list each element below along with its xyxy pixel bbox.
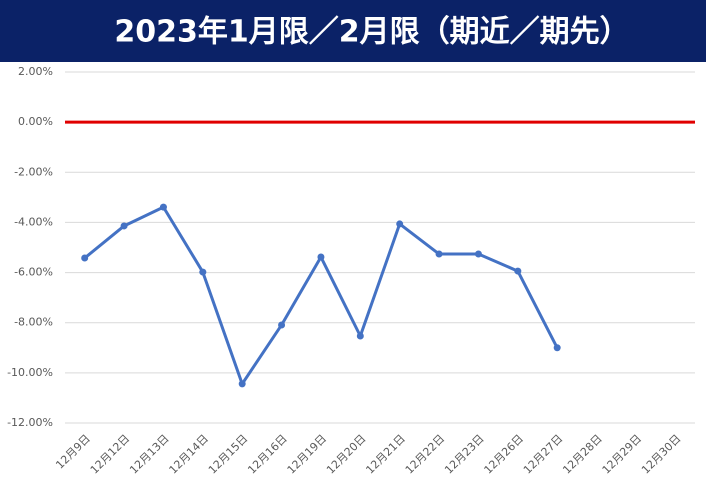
x-tick-label: 12月22日 (403, 432, 448, 477)
y-tick-label: -4.00% (14, 215, 53, 228)
y-tick-label: 0.00% (18, 115, 53, 128)
y-tick-label: -8.00% (14, 316, 53, 329)
x-tick-label: 12月21日 (363, 432, 408, 477)
y-tick-label: -12.00% (7, 416, 53, 429)
x-tick-label: 12月28日 (560, 432, 605, 477)
point (120, 222, 128, 230)
x-tick-label: 12月13日 (127, 432, 172, 477)
x-tick-label: 12月30日 (639, 432, 684, 477)
x-tick-label: 12月29日 (600, 432, 645, 477)
x-tick-label: 12月27日 (521, 432, 566, 477)
x-tick-label: 12月15日 (206, 432, 251, 477)
x-tick-label: 12月26日 (482, 432, 527, 477)
x-tick-label: 12月23日 (442, 432, 487, 477)
series-line (83, 205, 559, 386)
point (474, 250, 482, 258)
x-tick-label: 12月19日 (285, 432, 330, 477)
point (553, 344, 561, 352)
title-banner (0, 0, 706, 62)
point (356, 332, 364, 340)
x-tick-label: 12月14日 (167, 432, 212, 477)
x-tick-label: 12月16日 (245, 432, 290, 477)
y-tick-label: 2.00% (18, 65, 53, 78)
point (159, 203, 167, 211)
point (435, 250, 443, 258)
point (238, 380, 246, 388)
x-tick-label: 12月20日 (324, 432, 369, 477)
x-tick-label: 12月12日 (88, 432, 133, 477)
point (396, 220, 404, 228)
point (317, 253, 325, 261)
y-tick-label: -10.00% (7, 366, 53, 379)
point (199, 268, 207, 276)
y-tick-label: -2.00% (14, 165, 53, 178)
x-tick-label: 12月9日 (53, 432, 93, 472)
point (514, 267, 522, 275)
point (278, 321, 286, 329)
chart-title: 2023年1月限／2月限（期近／期先） (114, 15, 629, 50)
point (81, 254, 89, 262)
y-tick-label: -6.00% (14, 266, 53, 279)
